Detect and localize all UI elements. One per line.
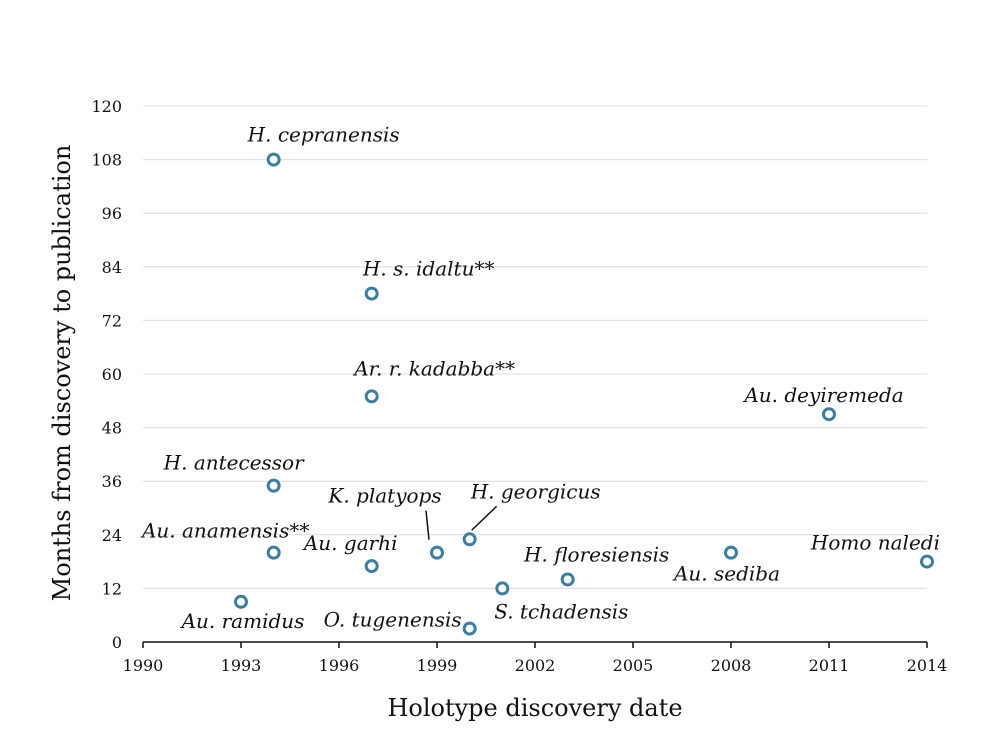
- axes: 0 12 24 36 48 60 72 84 96 108 120 1990 1993 1996 1999 2…: [91, 97, 947, 675]
- y-tick-label: 60: [102, 365, 122, 384]
- x-tick-label: 1996: [319, 656, 360, 675]
- leader-lines: [425, 505, 498, 540]
- x-tick-label: 1999: [417, 656, 458, 675]
- data-point-label: Homo naledi: [810, 531, 940, 555]
- data-point: [724, 545, 738, 560]
- leader-line: [471, 505, 498, 531]
- x-tick-label: 2011: [809, 656, 850, 675]
- data-point: [462, 621, 477, 636]
- data-point: [364, 389, 379, 404]
- data-point: [234, 594, 248, 609]
- x-tick-label: 2002: [515, 656, 556, 675]
- x-tick-label: 2008: [711, 656, 752, 675]
- data-point: [364, 559, 379, 574]
- y-tick-label: 36: [102, 472, 122, 491]
- grid-lines: [143, 105, 927, 589]
- leader-line: [425, 510, 430, 540]
- data-point: [430, 545, 444, 560]
- data-point: [495, 581, 510, 596]
- y-axis-title: Months from discovery to publication: [48, 145, 76, 602]
- y-tick-label: 108: [91, 151, 122, 170]
- x-axis-title: Holotype discovery date: [387, 694, 682, 722]
- data-point-label: Au. garhi: [302, 531, 398, 555]
- data-point: [266, 478, 281, 493]
- data-points: [234, 152, 934, 636]
- data-point-label: H. s. idaltu**: [362, 257, 495, 281]
- data-point: [462, 532, 477, 547]
- data-point-label: O. tugenensis: [324, 608, 462, 632]
- data-point: [364, 286, 379, 301]
- data-point-label: H. antecessor: [163, 451, 305, 475]
- data-point-label: S. tchadensis: [494, 599, 628, 623]
- y-tick-label: 120: [91, 97, 122, 116]
- data-point: [266, 545, 281, 560]
- x-tick-label: 1990: [123, 656, 164, 675]
- data-point-label: Ar. r. kadabba**: [352, 356, 515, 380]
- data-point: [920, 554, 934, 569]
- y-tick-label: 72: [102, 311, 122, 330]
- data-point: [822, 407, 836, 422]
- data-point-label: Au. deyiremeda: [742, 383, 903, 407]
- data-point-label: K. platyops: [327, 484, 441, 508]
- y-tick-label: 96: [102, 204, 122, 223]
- x-tick-label: 1993: [221, 656, 262, 675]
- data-point: [266, 152, 281, 167]
- x-tick-label: 2014: [907, 656, 948, 675]
- data-point-label: Au. anamensis**: [140, 519, 309, 543]
- data-point-label: Au. ramidus: [180, 609, 305, 633]
- y-tick-label: 0: [112, 633, 122, 652]
- y-tick-label: 24: [102, 526, 122, 545]
- data-point-label: H. cepranensis: [247, 123, 400, 147]
- y-tick-label: 12: [102, 579, 122, 598]
- data-point: [560, 572, 575, 587]
- point-labels: H. cepranensis H. s. idaltu** Ar. r. kadab…: [140, 123, 940, 633]
- y-tick-label: 48: [102, 419, 122, 438]
- y-tick-label: 84: [102, 258, 122, 277]
- data-point-label: Au. sediba: [672, 562, 780, 586]
- data-point-label: H. floresiensis: [523, 542, 669, 566]
- data-point-label: H. georgicus: [470, 479, 601, 503]
- x-tick-label: 2005: [613, 656, 654, 675]
